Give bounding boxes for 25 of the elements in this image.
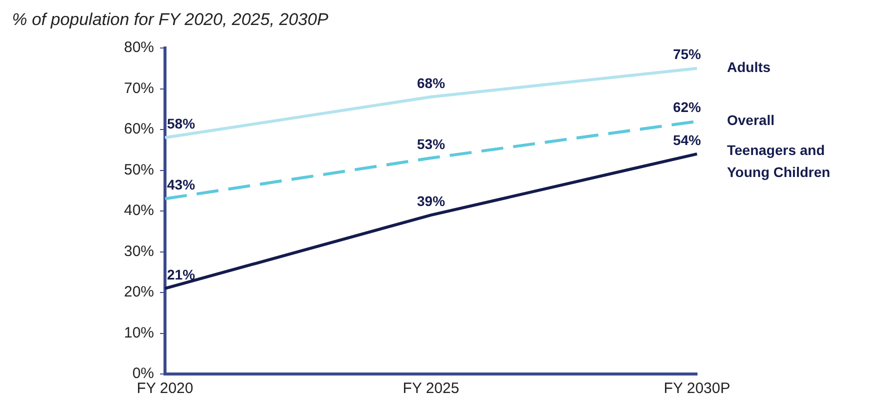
y-tick-label: 70%: [124, 80, 154, 97]
data-label: 54%: [672, 132, 702, 148]
data-label: 62%: [672, 99, 702, 116]
data-label: 53%: [416, 136, 446, 152]
y-tick-label: 0%: [132, 365, 154, 382]
y-tick-label: 40%: [124, 202, 154, 220]
y-tick-label: 10%: [124, 324, 154, 342]
data-label: 43%: [167, 176, 196, 193]
y-tick-label: 30%: [124, 242, 154, 260]
y-tick-label: 20%: [124, 284, 154, 301]
y-tick-label: 80%: [124, 39, 154, 56]
text: Overall: [727, 112, 774, 128]
data-label: 68%: [416, 74, 446, 91]
x-tick-label: FY 2025: [402, 380, 460, 398]
data-label: 75%: [672, 46, 702, 62]
data-label: 21%: [167, 266, 196, 282]
chart-title: % of population for FY 2020, 2025, 2030P: [12, 10, 329, 30]
x-tick-label: FY 2030P: [664, 380, 730, 398]
data-label: 39%: [416, 192, 446, 209]
y-tick-label: 50%: [124, 161, 154, 178]
x-tick-label: FY 2020: [136, 380, 194, 398]
text: Adults: [727, 59, 771, 76]
data-label: 58%: [167, 116, 196, 132]
y-tick-label: 60%: [124, 120, 154, 138]
text: Teenagers and Young Children: [727, 142, 830, 180]
